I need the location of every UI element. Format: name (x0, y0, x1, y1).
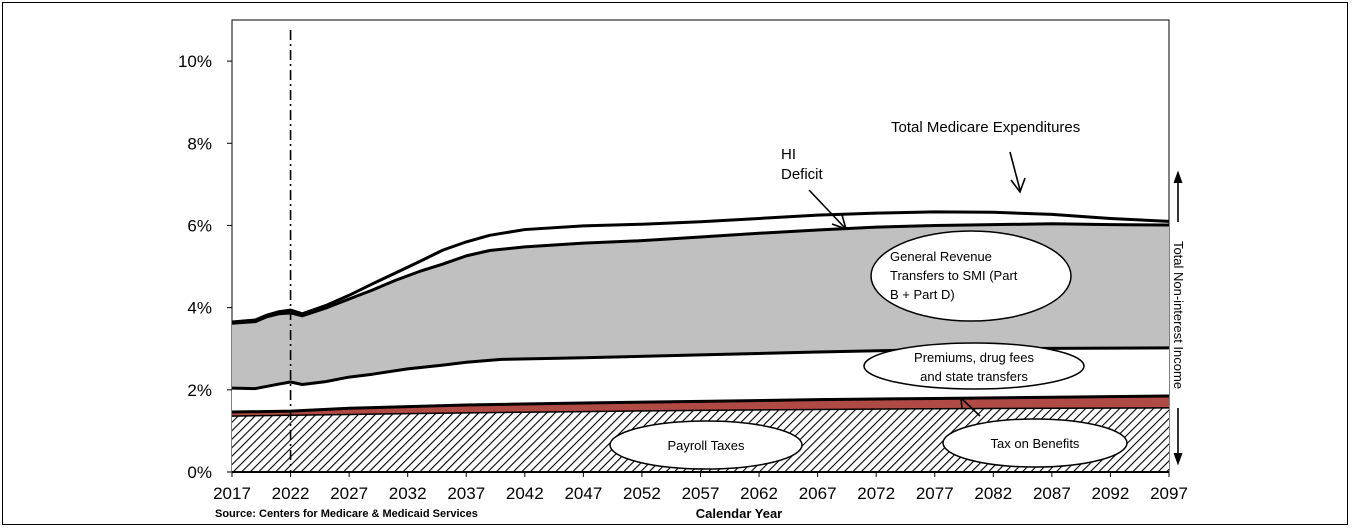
premiums-bubble (863, 342, 1085, 390)
series-lines (231, 210, 1170, 473)
non-interest-arrowhead-top (1173, 170, 1183, 184)
line-total-medicare-expenditures (231, 210, 1170, 324)
payroll-label: Payroll Taxes (667, 438, 745, 453)
x-tick-label: 2017 (213, 484, 251, 503)
total-expenditures-arrow (1009, 151, 1021, 191)
x-tick-label: 2022 (272, 484, 310, 503)
x-tick-label: 2052 (623, 484, 661, 503)
hi-deficit-arrowhead (831, 214, 848, 231)
y-tick-label: 8% (187, 134, 212, 153)
line-tax-on-benefits (231, 394, 1170, 414)
x-tick-label: 2077 (916, 484, 954, 503)
x-tick-label: 2072 (857, 484, 895, 503)
total-expenditures-arrowhead (1010, 177, 1026, 194)
x-tick-label: 2067 (799, 484, 837, 503)
total-expenditures-label: Total Medicare Expenditures (891, 119, 1080, 136)
non-interest-arrowhead-bottom (1173, 452, 1183, 466)
y-axis: 0% 2% 4% 6% 8% 10% (178, 52, 232, 482)
x-tick-label: 2097 (1150, 484, 1188, 503)
y-tick-label: 10% (178, 52, 212, 71)
tax-benefits-label: Tax on Benefits (991, 436, 1080, 451)
hi-deficit-label-2: Deficit (781, 166, 824, 183)
tax-benefits-bubble (942, 418, 1128, 468)
gen-rev-bubble (870, 230, 1072, 322)
y-tick-label: 2% (187, 381, 212, 400)
non-interest-label: Total Non-interest Income (1171, 241, 1186, 389)
premiums-label-2: and state transfers (920, 369, 1028, 384)
line-premiums-drug-fees-and-state-transfers (231, 346, 1170, 391)
payroll-bubble (609, 420, 803, 470)
y-tick-label: 0% (187, 463, 212, 482)
x-tick-label: 2057 (682, 484, 720, 503)
x-tick-label: 2027 (330, 484, 368, 503)
x-tick-label: 2087 (1033, 484, 1071, 503)
premiums-label-1: Premiums, drug fees (914, 350, 1034, 365)
x-axis-title: Calendar Year (696, 506, 782, 521)
source-note: Source: Centers for Medicare & Medicaid … (215, 508, 478, 520)
gen-rev-label-2: Transfers to SMI (Part (890, 268, 1018, 283)
x-tick-label: 2042 (506, 484, 544, 503)
x-tick-label: 2062 (740, 484, 778, 503)
x-tick-label: 2037 (447, 484, 485, 503)
y-tick-label: 6% (187, 216, 212, 235)
x-tick-label: 2032 (389, 484, 427, 503)
hi-deficit-label-1: HI (781, 146, 796, 163)
tax-benefits-arrowhead (960, 397, 973, 410)
line-payroll-taxes (231, 407, 1170, 417)
x-tick-label: 2092 (1092, 484, 1130, 503)
x-tick-label: 2047 (564, 484, 602, 503)
line-general-revenue-transfers-to-smi-part-b-part-d (231, 222, 1170, 325)
gen-rev-label-1: General Revenue (890, 249, 992, 264)
x-tick-label: 2082 (974, 484, 1012, 503)
tax-benefits-arrow (961, 398, 981, 417)
gen-rev-label-3: B + Part D) (890, 287, 955, 302)
y-tick-label: 4% (187, 299, 212, 318)
hi-deficit-arrow (808, 189, 846, 229)
x-axis: 2017 2022 2027 2032 2037 2042 2047 2052 2057 2062… (213, 472, 1188, 503)
area-tax-on-benefits (232, 395, 1169, 417)
